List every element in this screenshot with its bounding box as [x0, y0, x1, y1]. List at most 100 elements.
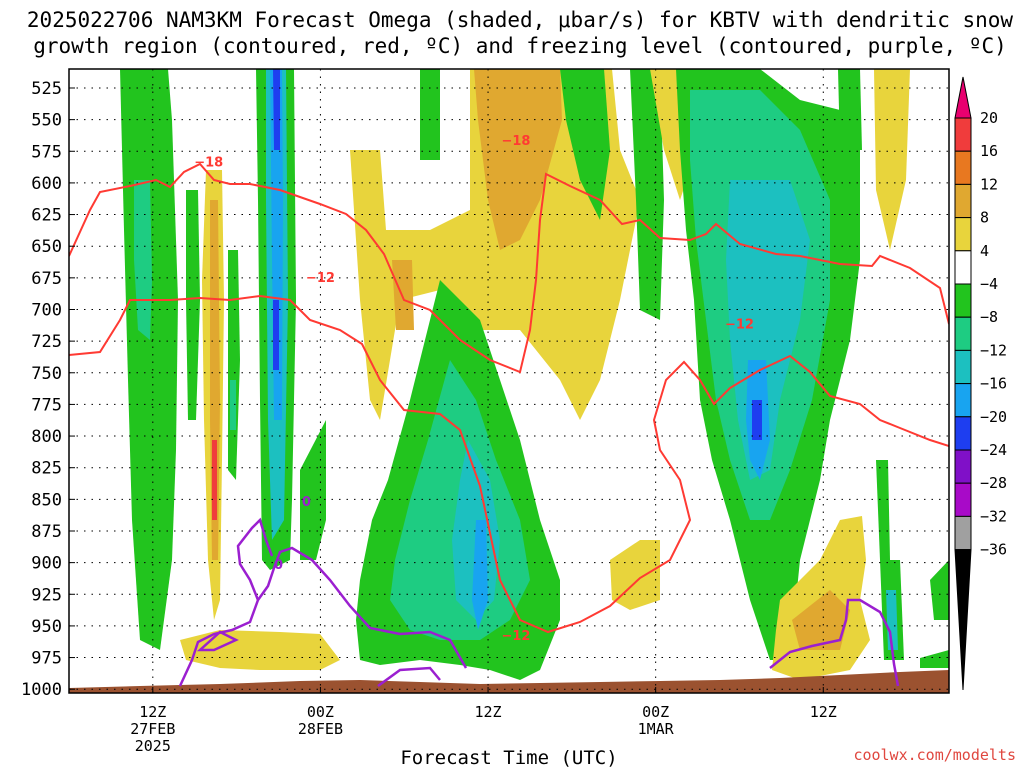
red-contour-0	[69, 162, 949, 374]
x-tick-label-0-0: 12Z	[139, 703, 166, 721]
omega-blob-right-green-small	[876, 460, 890, 560]
colorbar-label-3: 8	[980, 209, 989, 227]
colorbar-bin-1	[954, 117, 972, 152]
omega-blob-left-green	[186, 190, 200, 420]
x-axis-label: Forecast Time (UTC)	[400, 747, 617, 768]
y-tick-label-850: 850	[31, 490, 62, 510]
colorbar-label-5: −4	[980, 275, 998, 293]
colorbar-label-0: 20	[980, 109, 998, 127]
contour-label-6: 0	[302, 495, 311, 510]
freezing-level-contours	[178, 517, 900, 688]
y-tick-label-1000: 1000	[21, 680, 62, 700]
y-tick-label-950: 950	[31, 617, 62, 637]
omega-blob-band-core-mid	[273, 300, 279, 370]
y-tick-label-550: 550	[31, 111, 62, 131]
y-tick-label-975: 975	[31, 649, 62, 669]
x-tick-label-1-1: 28FEB	[298, 720, 343, 738]
omega-blob-yellow-low-left	[180, 630, 340, 670]
y-axis: 525 550 575 600 625 650 675 700 725 750 775 800 825 8…	[21, 79, 75, 700]
contour-label-1: −18	[501, 134, 530, 149]
colorbar-label-8: −16	[980, 375, 1007, 393]
chart-title-line-1: 2025022706 NAM3KM Forecast Omega (shaded…	[27, 8, 1014, 32]
y-tick-label-600: 600	[31, 174, 62, 194]
colorbar-bottom-arrow	[954, 549, 972, 691]
omega-blob-mid-orange-2	[392, 260, 414, 330]
chart-title-line-2: growth region (contoured, red, ºC) and f…	[33, 34, 1007, 58]
colorbar-label-13: −36	[980, 541, 1007, 559]
colorbar-bin-2	[954, 150, 972, 185]
purple-contour-0	[178, 546, 468, 687]
contour-label-3: −12	[501, 629, 530, 644]
y-tick-label-875: 875	[31, 522, 62, 542]
colorbar-bin-11	[954, 449, 972, 484]
colorbar-bin-5	[954, 250, 972, 285]
x-tick-label-1-0: 00Z	[307, 703, 334, 721]
colorbar: 20 16 12 8 4 −4 −8 −12 −16 −20 −24 −28 −32 −36	[954, 76, 1007, 691]
omega-blob-right-green	[300, 420, 326, 560]
omega-blob-mid-yellow	[350, 69, 640, 420]
terrain-fill	[69, 670, 949, 693]
omega-blob-mid-orange	[474, 69, 562, 250]
y-tick-label-925: 925	[31, 585, 62, 605]
omega-blob-yellow-1mar	[610, 540, 660, 610]
colorbar-label-2: 12	[980, 175, 998, 193]
omega-blob-right-cyan-low	[886, 590, 898, 650]
x-tick-label-4-0: 12Z	[810, 703, 837, 721]
y-tick-label-775: 775	[31, 395, 62, 415]
colorbar-bin-6	[954, 283, 972, 318]
contour-label-0: −18	[194, 156, 223, 171]
colorbar-bin-8	[954, 349, 972, 385]
x-tick-label-0-1: 27FEB	[130, 720, 175, 738]
y-tick-label-725: 725	[31, 332, 62, 352]
purple-contour-4	[769, 598, 900, 687]
colorbar-label-11: −28	[980, 474, 1007, 492]
plot-frame	[68, 68, 950, 694]
colorbar-label-4: 4	[980, 242, 989, 260]
credit-text: coolwx.com/modelts	[853, 746, 1016, 764]
omega-blob-mid-green-right	[560, 69, 610, 220]
omega-blob-right-yellow-top	[874, 69, 910, 250]
y-tick-label-525: 525	[31, 79, 62, 99]
plot-area: −18 −18 −12 −12 −12 0 0	[68, 68, 950, 694]
omega-blob-edge-green-low	[920, 650, 949, 668]
omega-blob-spike-red	[212, 440, 217, 520]
colorbar-bin-13	[954, 515, 972, 551]
y-tick-label-625: 625	[31, 206, 62, 226]
y-tick-label-900: 900	[31, 554, 62, 574]
contour-label-5: 0	[274, 558, 283, 573]
purple-contour-1	[236, 517, 274, 601]
colorbar-bin-4	[954, 217, 972, 252]
dendritic-growth-contours	[69, 162, 949, 634]
colorbar-label-7: −12	[980, 341, 1007, 359]
x-tick-label-3-1: 1MAR	[638, 720, 675, 738]
omega-blob-right-core	[752, 400, 762, 440]
omega-blob-main-blue	[472, 520, 488, 630]
red-contour-1	[69, 294, 949, 634]
x-tick-label-0-2: 2025	[135, 737, 171, 755]
colorbar-label-12: −32	[980, 507, 1007, 525]
purple-contour-2	[196, 630, 239, 652]
x-tick-label-3-0: 00Z	[642, 703, 669, 721]
y-tick-label-675: 675	[31, 269, 62, 289]
y-tick-label-750: 750	[31, 364, 62, 384]
colorbar-bin-3	[954, 183, 972, 219]
colorbar-label-1: 16	[980, 142, 998, 160]
colorbar-bin-12	[954, 482, 972, 517]
colorbar-bin-7	[954, 316, 972, 351]
colorbar-label-10: −24	[980, 441, 1007, 459]
omega-blob-right-green-top	[838, 69, 862, 150]
y-tick-label-700: 700	[31, 300, 62, 320]
omega-blob-left-teal	[230, 380, 236, 430]
omega-blob-band-core-top	[273, 69, 280, 150]
colorbar-label-6: −8	[980, 308, 998, 326]
contour-labels: −18 −18 −12 −12 −12 0 0	[194, 134, 754, 644]
colorbar-top-arrow	[954, 76, 972, 119]
y-tick-label-825: 825	[31, 459, 62, 479]
contour-label-2: −12	[306, 271, 335, 286]
y-tick-label-800: 800	[31, 427, 62, 447]
purple-contour-3	[377, 666, 441, 688]
terrain	[69, 670, 949, 693]
y-tick-label-575: 575	[31, 142, 62, 162]
omega-blob-late-orange	[792, 590, 850, 650]
